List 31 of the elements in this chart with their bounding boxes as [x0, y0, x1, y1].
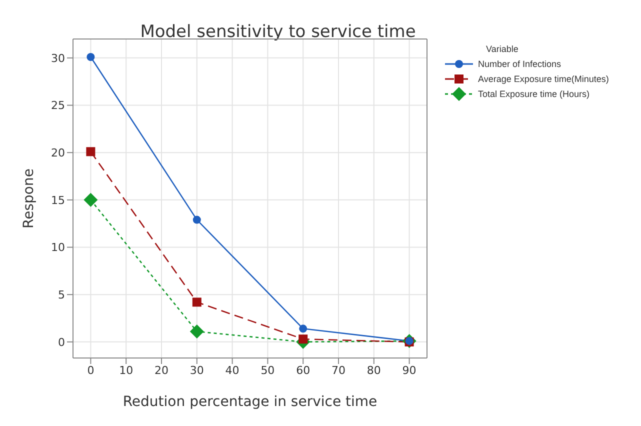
legend-title: Variable — [486, 44, 520, 54]
x-tick-label: 0 — [87, 364, 94, 377]
legend-label: Average Exposure time(Minutes) — [478, 74, 609, 84]
y-tick-label: 30 — [51, 52, 65, 65]
x-tick-label: 80 — [366, 364, 381, 377]
x-tick-label: 70 — [332, 364, 346, 377]
x-tick-label: 50 — [260, 364, 275, 377]
legend-label: Total Exposure time (Hours) — [478, 88, 590, 98]
point — [299, 324, 308, 333]
point — [192, 216, 201, 224]
legend-label: Number of Infections — [478, 58, 562, 68]
point — [86, 52, 95, 61]
point — [192, 298, 202, 307]
chart-title: Model sensitivity to service time — [139, 22, 417, 42]
y-tick-label: 20 — [51, 146, 65, 160]
y-tick-label: 15 — [51, 194, 65, 207]
y-axis-title: Respone — [20, 168, 37, 228]
x-tick-label: 60 — [296, 364, 310, 377]
y-tick-label: 25 — [51, 99, 65, 112]
point — [84, 192, 98, 207]
x-tick-label: 40 — [225, 364, 240, 377]
y-tick-label: 0 — [58, 336, 65, 349]
x-tick-label: 30 — [190, 364, 204, 377]
x-axis-title: Redution percentage in service time — [122, 394, 378, 410]
x-tick-label: 20 — [154, 364, 168, 377]
y-tick-label: 10 — [51, 241, 65, 254]
point — [86, 147, 96, 156]
y-tick-label: 5 — [58, 288, 65, 302]
x-tick-label: 10 — [119, 364, 134, 377]
point — [190, 324, 204, 338]
x-tick-label: 90 — [402, 364, 416, 377]
